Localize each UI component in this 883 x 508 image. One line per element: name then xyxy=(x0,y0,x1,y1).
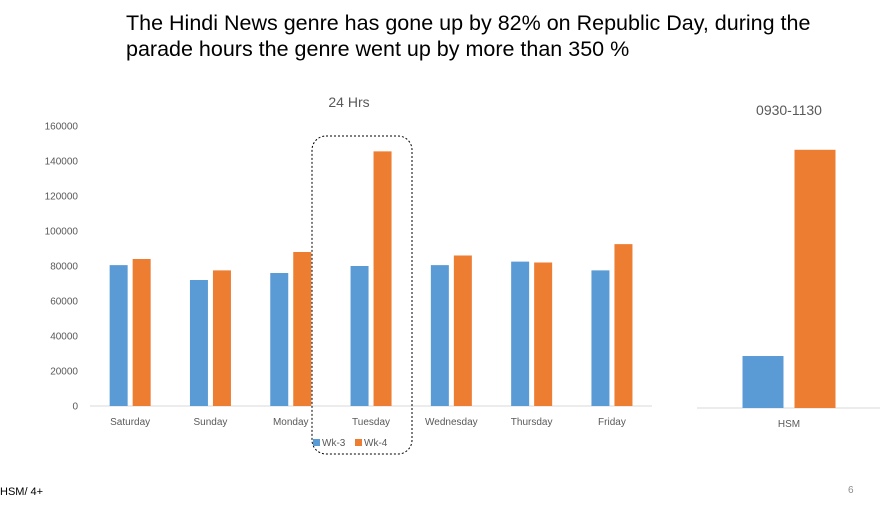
y-tick-label: 80000 xyxy=(50,262,78,273)
bar-saturday-wk-3 xyxy=(109,265,128,406)
bar-hsm-wk-4 xyxy=(794,149,836,408)
bar-monday-wk-4 xyxy=(293,252,312,406)
y-tick-label: 140000 xyxy=(45,157,79,168)
headline: The Hindi News genre has gone up by 82% … xyxy=(126,10,878,62)
bar-tuesday-wk-3 xyxy=(350,266,369,406)
bar-tuesday-wk-4 xyxy=(373,151,392,406)
parade-x-axis: HSM xyxy=(778,419,800,430)
weekly-x-axis: Saturday Sunday Monday Tuesday Wednesday Thur… xyxy=(110,417,626,428)
bar-wednesday-wk-4 xyxy=(453,255,472,406)
legend-wk3-label: Wk-3 xyxy=(322,438,346,449)
y-tick-label: 60000 xyxy=(50,297,78,308)
x-tick-label-saturday: Saturday xyxy=(110,417,150,428)
bar-friday-wk-4 xyxy=(614,244,633,406)
weekly-chart: 24 Hrs 0 20000 40000 60000 80000 100000 120000… xyxy=(45,94,652,455)
headline-line-2: parade hours the genre went up by more t… xyxy=(126,37,630,61)
y-tick-label: 0 xyxy=(72,402,78,413)
parade-hours-chart: 0930-1130 HSM xyxy=(697,102,880,430)
bar-thursday-wk-3 xyxy=(511,261,530,406)
y-tick-label: 20000 xyxy=(50,367,78,378)
legend-wk4-label: Wk-4 xyxy=(364,438,388,449)
bar-wednesday-wk-3 xyxy=(430,265,449,406)
y-tick-label: 120000 xyxy=(45,192,79,203)
footer-audience-label: HSM/ 4+ xyxy=(0,486,44,498)
x-tick-label-thursday: Thursday xyxy=(511,417,553,428)
bar-saturday-wk-4 xyxy=(132,259,151,406)
weekly-bars xyxy=(109,151,633,406)
legend-wk3-swatch xyxy=(313,439,320,446)
bar-sunday-wk-3 xyxy=(189,280,208,406)
bar-hsm-wk-3 xyxy=(742,356,784,408)
headline-line-1: The Hindi News genre has gone up by 82% … xyxy=(126,11,811,35)
legend: Wk-3 Wk-4 xyxy=(313,438,388,449)
bar-monday-wk-3 xyxy=(270,273,289,406)
slide-number: 6 xyxy=(848,485,854,496)
x-tick-label-tuesday: Tuesday xyxy=(352,417,390,428)
tuesday-highlight-box xyxy=(311,135,413,455)
weekly-chart-title: 24 Hrs xyxy=(328,94,369,110)
x-tick-label-sunday: Sunday xyxy=(193,417,227,428)
bar-thursday-wk-4 xyxy=(534,262,553,406)
x-tick-label-wednesday: Wednesday xyxy=(425,417,478,428)
x-tick-label-monday: Monday xyxy=(273,417,309,428)
y-tick-label: 160000 xyxy=(45,122,79,133)
parade-chart-title: 0930-1130 xyxy=(756,102,822,118)
legend-wk4-swatch xyxy=(355,439,362,446)
bar-sunday-wk-4 xyxy=(212,270,231,406)
x-tick-label-friday: Friday xyxy=(598,417,626,428)
x-tick-label-hsm: HSM xyxy=(778,419,800,430)
y-tick-label: 40000 xyxy=(50,332,78,343)
parade-bars xyxy=(742,149,836,408)
y-tick-label: 100000 xyxy=(45,227,79,238)
weekly-y-axis: 0 20000 40000 60000 80000 100000 120000 140000 1… xyxy=(45,122,79,413)
bar-friday-wk-3 xyxy=(591,270,610,406)
